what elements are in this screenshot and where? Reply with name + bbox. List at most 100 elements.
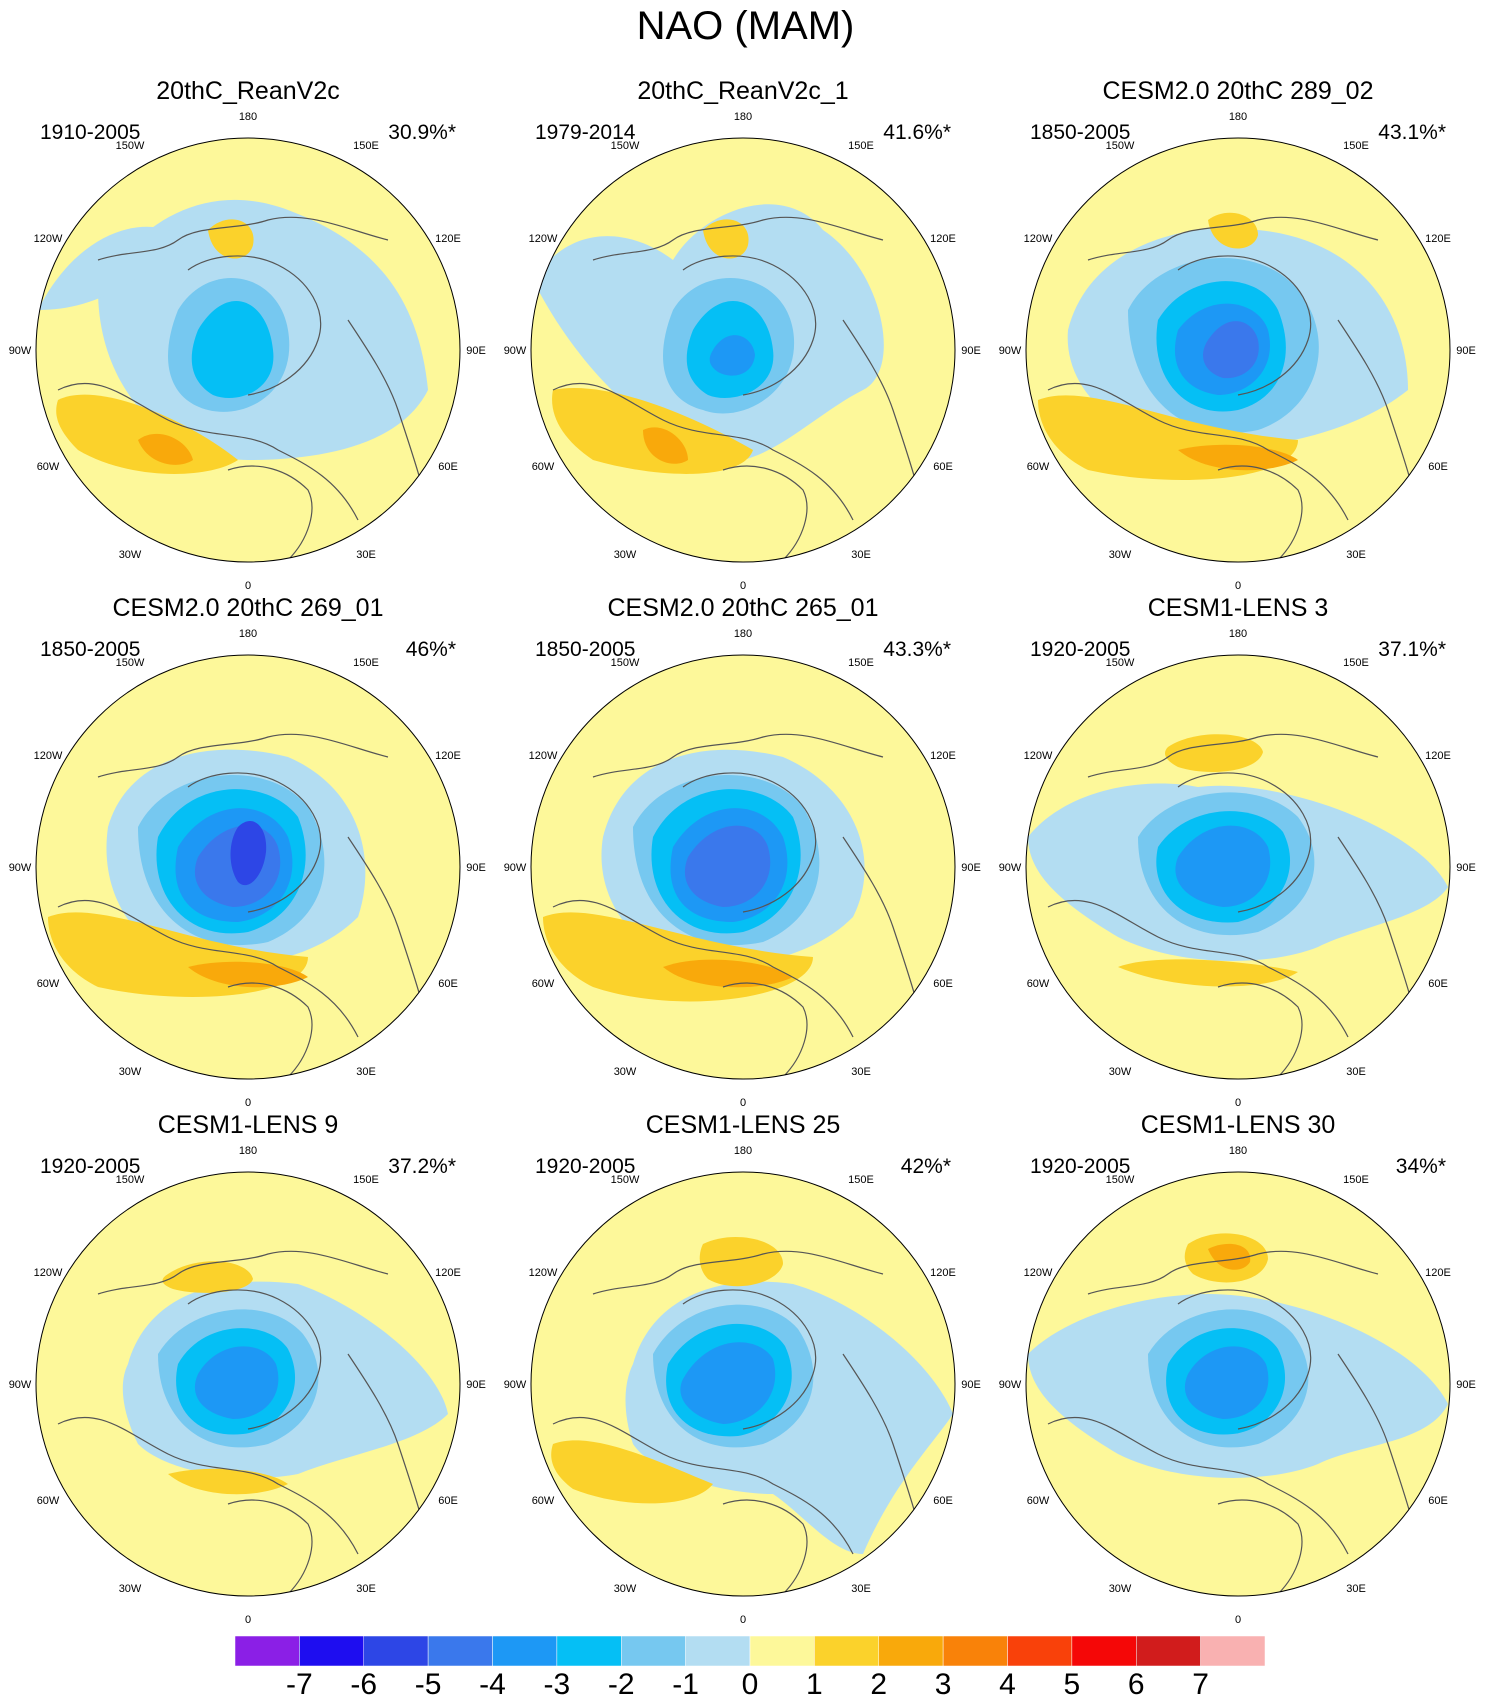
contour-region bbox=[699, 1236, 783, 1287]
longitude-label: 150E bbox=[848, 140, 874, 152]
map-outline bbox=[35, 137, 461, 563]
contour-region bbox=[1208, 212, 1258, 249]
longitude-label: 120W bbox=[34, 233, 63, 245]
panel-title: CESM2.0 20thC 269_01 bbox=[112, 594, 384, 622]
longitude-label: 30E bbox=[1346, 1066, 1366, 1078]
map-panel: CESM1-LENS 25 1920-2005 42%* 180 150E 120E… bbox=[495, 1110, 991, 1630]
colorbar-swatch bbox=[1136, 1636, 1201, 1666]
colorbar-tick-label: 3 bbox=[934, 1668, 952, 1701]
panel-period: 1850-2005 bbox=[1030, 121, 1131, 144]
longitude-label: 90W bbox=[504, 345, 527, 357]
coastline bbox=[1177, 255, 1312, 396]
panel-period: 1910-2005 bbox=[40, 121, 141, 144]
longitude-label: 60W bbox=[532, 1495, 555, 1507]
longitude-label: 120W bbox=[1024, 1267, 1053, 1279]
longitude-label: 60E bbox=[438, 978, 458, 990]
longitude-label: 180 bbox=[734, 628, 752, 640]
coastline bbox=[682, 1289, 817, 1430]
contour-region bbox=[230, 821, 267, 886]
longitude-label: 180 bbox=[239, 111, 257, 123]
polar-map: 180 150E 120E 90E 60E 30E 0 30W 60W 90W 120W 150W bbox=[504, 111, 981, 592]
longitude-label: 180 bbox=[734, 111, 752, 123]
panel-period: 1979-2014 bbox=[535, 121, 636, 144]
colorbar-tick-label: 2 bbox=[870, 1668, 888, 1701]
map-group: 180 150E 120E 90E 60E 30E 0 30W 60W 90W 120W 150W bbox=[999, 111, 1476, 592]
longitude-label: 30W bbox=[614, 1583, 637, 1595]
coastline bbox=[57, 382, 359, 521]
colorbar-swatch bbox=[492, 1636, 558, 1666]
polar-map: 180 150E 120E 90E 60E 30E 0 30W 60W 90W 120W 150W bbox=[9, 1145, 486, 1626]
colorbar-swatch bbox=[235, 1636, 300, 1666]
coastline bbox=[592, 216, 884, 261]
coastline bbox=[722, 1499, 808, 1595]
coastline bbox=[842, 836, 919, 1008]
longitude-label: 0 bbox=[245, 580, 251, 592]
coastline bbox=[722, 982, 808, 1078]
panel-percent: 37.1%* bbox=[1378, 638, 1446, 661]
polar-map: 180 150E 120E 90E 60E 30E 0 30W 60W 90W 120W 150W bbox=[999, 111, 1476, 592]
contour-region bbox=[684, 825, 771, 907]
longitude-label: 180 bbox=[239, 1145, 257, 1157]
longitude-label: 150W bbox=[1106, 140, 1135, 152]
coastline bbox=[552, 382, 854, 521]
contour-region bbox=[709, 335, 755, 376]
longitude-label: 60W bbox=[1027, 978, 1050, 990]
coastline bbox=[57, 1416, 359, 1555]
coastline bbox=[57, 899, 359, 1038]
panel-percent: 34%* bbox=[1395, 1155, 1446, 1178]
colorbar-tick-label: -5 bbox=[414, 1668, 442, 1701]
longitude-label: 90E bbox=[466, 345, 486, 357]
contour-region bbox=[188, 961, 308, 988]
longitude-label: 150E bbox=[1343, 1174, 1369, 1186]
longitude-label: 120E bbox=[930, 233, 956, 245]
longitude-label: 60W bbox=[1027, 1495, 1050, 1507]
coastline bbox=[347, 319, 424, 491]
map-outline bbox=[530, 137, 956, 563]
longitude-label: 150E bbox=[1343, 140, 1369, 152]
longitude-label: 150E bbox=[848, 657, 874, 669]
coastline bbox=[842, 319, 919, 491]
longitude-label: 150W bbox=[116, 1174, 145, 1186]
map-group: 180 150E 120E 90E 60E 30E 0 30W 60W 90W 120W 150W bbox=[999, 1145, 1476, 1626]
panel-title: 20thC_ReanV2c_1 bbox=[637, 77, 849, 105]
coastline bbox=[97, 733, 389, 778]
coastline bbox=[227, 465, 313, 561]
contour-region bbox=[208, 219, 254, 259]
coastline bbox=[842, 1353, 919, 1525]
panel-percent: 37.2%* bbox=[388, 1155, 456, 1178]
colorbar-tick-label: -4 bbox=[479, 1668, 506, 1701]
longitude-label: 120E bbox=[930, 1267, 956, 1279]
longitude-label: 30W bbox=[614, 549, 637, 561]
longitude-label: 0 bbox=[1235, 580, 1241, 592]
panel-percent: 43.3%* bbox=[883, 638, 951, 661]
map-outline bbox=[1025, 137, 1451, 563]
colorbar-swatch bbox=[749, 1636, 815, 1666]
longitude-label: 90E bbox=[961, 862, 981, 874]
longitude-label: 90E bbox=[1456, 1379, 1476, 1391]
longitude-label: 0 bbox=[1235, 1614, 1241, 1626]
contour-region bbox=[194, 1346, 279, 1419]
map-panel: CESM2.0 20thC 289_02 1850-2005 43.1%* 18… bbox=[990, 76, 1486, 596]
colorbar-swatch bbox=[1007, 1636, 1073, 1666]
longitude-label: 60E bbox=[933, 978, 953, 990]
map-panel: 20thC_ReanV2c 1910-2005 30.9%* 180 150E 12… bbox=[0, 76, 496, 596]
contour-region bbox=[1178, 444, 1298, 471]
longitude-label: 90E bbox=[466, 1379, 486, 1391]
polar-map: 180 150E 120E 90E 60E 30E 0 30W 60W 90W 120W 150W bbox=[9, 628, 486, 1109]
longitude-label: 150W bbox=[116, 140, 145, 152]
longitude-label: 90E bbox=[1456, 345, 1476, 357]
map-panel: 20thC_ReanV2c_1 1979-2014 41.6%* 180 150E… bbox=[495, 76, 991, 596]
longitude-label: 90E bbox=[961, 345, 981, 357]
longitude-label: 120E bbox=[435, 750, 461, 762]
longitude-label: 90W bbox=[999, 1379, 1022, 1391]
map-group: 180 150E 120E 90E 60E 30E 0 30W 60W 90W 120W 150W bbox=[999, 628, 1476, 1109]
figure-title: NAO (MAM) bbox=[636, 4, 855, 48]
map-group: 180 150E 120E 90E 60E 30E 0 30W 60W 90W 120W 150W bbox=[9, 111, 486, 592]
coastline bbox=[1217, 465, 1303, 561]
longitude-label: 150E bbox=[353, 1174, 379, 1186]
longitude-label: 120W bbox=[34, 1267, 63, 1279]
longitude-label: 30E bbox=[356, 1583, 376, 1595]
coastline bbox=[1177, 772, 1312, 913]
panel-percent: 42%* bbox=[900, 1155, 951, 1178]
coastline bbox=[1217, 1499, 1303, 1595]
